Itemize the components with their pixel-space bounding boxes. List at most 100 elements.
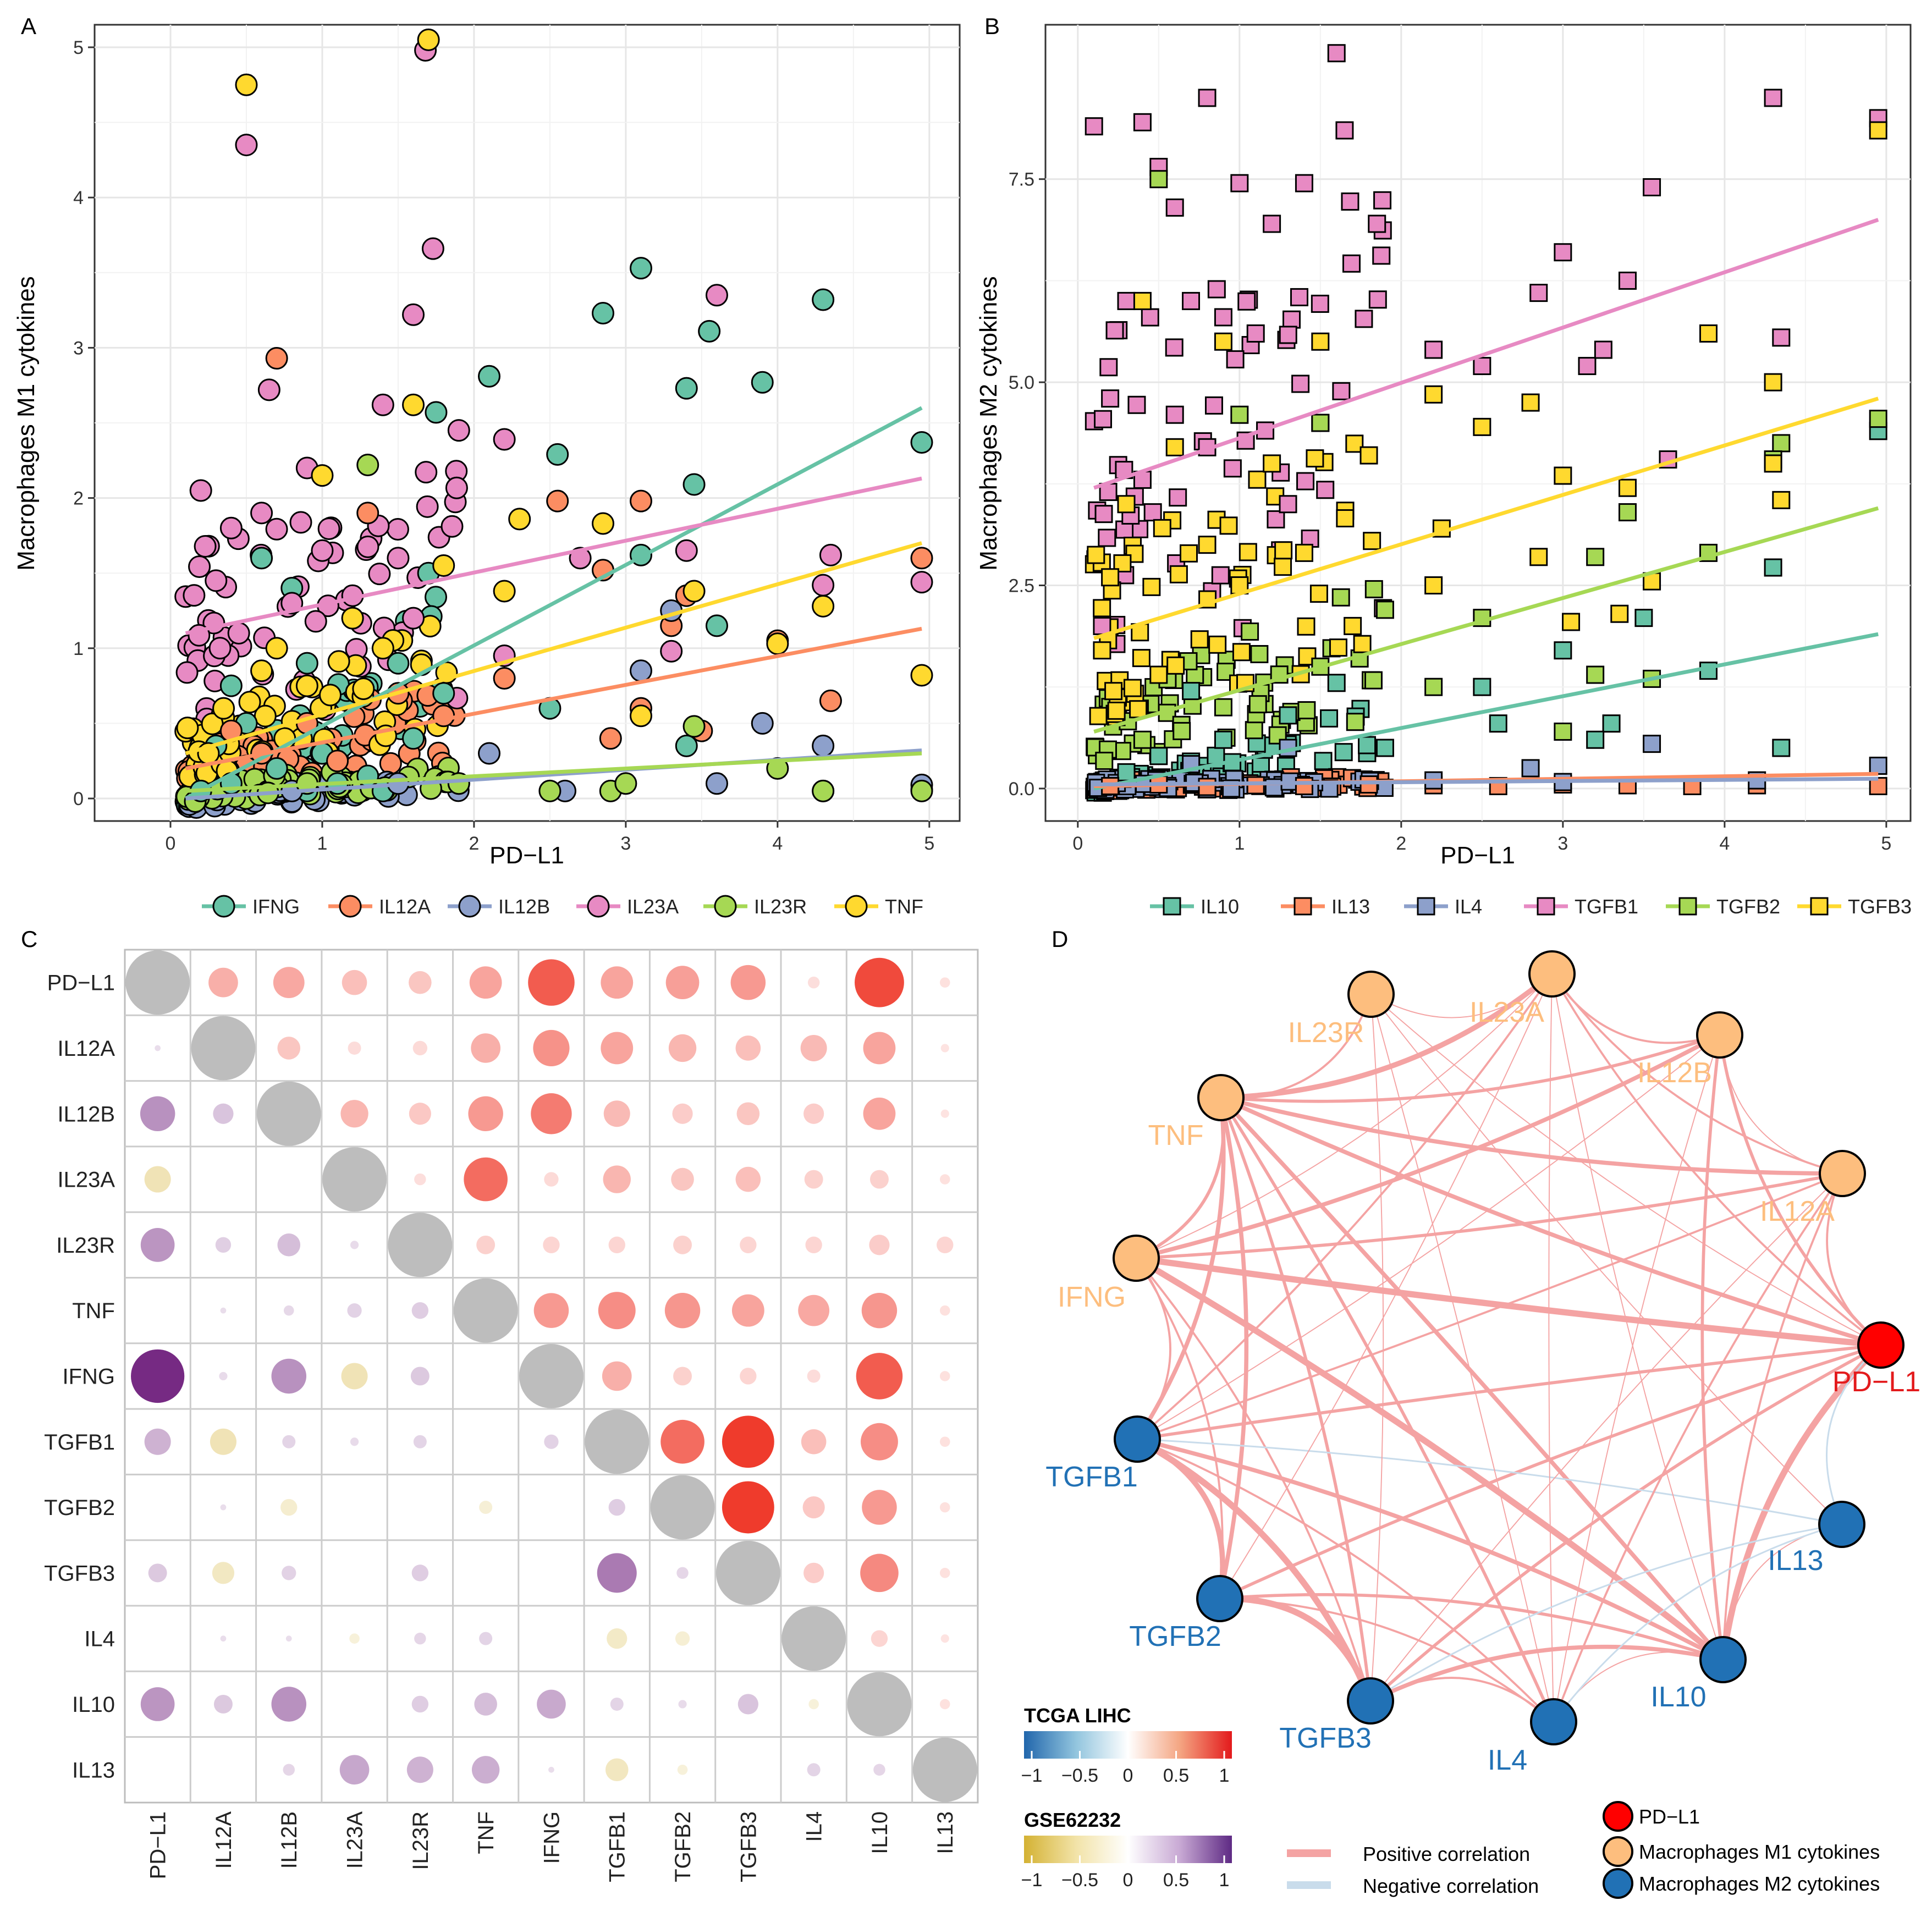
- panel-a-point-il12a: [379, 752, 402, 775]
- panel-b-point-tgfb1: [1165, 338, 1184, 357]
- panel-a-legend-label: TNF: [885, 895, 923, 918]
- matrix-upper-circle: [939, 977, 950, 988]
- network-edge: [1219, 1598, 1555, 1723]
- panel-b-point-tgfb1: [1295, 174, 1313, 192]
- panel-a-ytick-label: 3: [73, 338, 84, 359]
- panel-a-point-ifng: [675, 377, 698, 400]
- matrix-diagonal-circle: [847, 1672, 912, 1737]
- matrix-col-label: PD−L1: [146, 1811, 170, 1879]
- network-node: [1347, 1677, 1394, 1725]
- panel-a-point-il23a: [311, 539, 334, 562]
- network-edge: [1136, 1033, 1721, 1260]
- panel-a-point-tnf: [265, 637, 288, 660]
- panel-a-point-ifng: [219, 674, 243, 697]
- panel-b-point-tgfb1: [1133, 113, 1152, 131]
- panel-a-point-tnf: [212, 697, 235, 720]
- panel-b-point-tgfb1: [1099, 358, 1118, 377]
- network-node: [1197, 1074, 1245, 1121]
- panel-a-legend-key: [714, 895, 737, 918]
- panel-a-point-il23a: [183, 584, 206, 607]
- panel-b-point-tgfb1: [1267, 510, 1285, 528]
- panel-b-point-il13: [1295, 776, 1313, 795]
- colorbar-tick-label: −0.5: [1061, 1765, 1098, 1786]
- network-edge: [1553, 1034, 1720, 1722]
- panel-b-point-tgfb2: [1250, 644, 1269, 663]
- panel-a-point-ifng: [629, 257, 652, 280]
- panel-b-point-tgfb3: [1263, 454, 1281, 473]
- matrix-upper-circle: [731, 1294, 764, 1327]
- matrix-upper-circle: [543, 1236, 560, 1254]
- panel-a-legend-label: IL23A: [627, 895, 679, 918]
- panel-b-point-il10: [1375, 739, 1394, 757]
- matrix-col-label: TGFB2: [671, 1811, 695, 1882]
- matrix-diagonal-circle: [585, 1409, 649, 1474]
- network-node-label: IFNG: [1058, 1281, 1126, 1313]
- panel-b-legend-key: [1293, 897, 1312, 916]
- panel-a-xtick-label: 5: [924, 833, 934, 854]
- panel-a-point-tnf: [250, 659, 273, 682]
- matrix-upper-circle: [871, 1630, 888, 1647]
- matrix-lower-circle: [349, 1633, 360, 1644]
- matrix-upper-circle: [533, 1029, 570, 1067]
- matrix-lower-circle: [140, 1228, 175, 1262]
- panel-b-point-tgfb3: [1344, 616, 1362, 635]
- matrix-upper-circle: [722, 1415, 774, 1468]
- panel-b-point-tgfb3: [1424, 576, 1443, 595]
- panel-b-point-tgfb1: [1101, 389, 1120, 408]
- matrix-lower-circle: [548, 1766, 554, 1773]
- network-edge: [1551, 973, 1843, 1175]
- network-edge: [1370, 1523, 1842, 1702]
- panel-a-point-tnf: [402, 393, 425, 416]
- panel-b-point-tgfb2: [1618, 503, 1637, 522]
- matrix-lower-circle: [678, 1700, 687, 1709]
- panel-b-point-tgfb1: [1473, 357, 1491, 376]
- network-node: [1819, 1150, 1866, 1197]
- panel-b-point-tgfb1: [1223, 459, 1242, 478]
- panel-label-b: B: [984, 13, 1000, 39]
- panel-b-point-tgfb1: [1643, 178, 1661, 197]
- panel-a-point-il23a: [415, 461, 438, 484]
- panel-b-point-tgfb3: [1554, 466, 1572, 485]
- colorbar-tick-label: −1: [1021, 1765, 1043, 1786]
- network-node: [1347, 971, 1395, 1018]
- matrix-upper-circle: [601, 966, 634, 999]
- panel-a-point-il23a: [219, 516, 243, 539]
- panel-a-point-il12b: [751, 712, 774, 735]
- panel-b-point-tgfb1: [1772, 328, 1791, 347]
- matrix-diagonal-circle: [322, 1147, 387, 1212]
- panel-b-point-tgfb1: [1311, 294, 1329, 313]
- panel-a-point-il12a: [356, 502, 379, 525]
- network-edge: [1722, 1173, 1843, 1660]
- panel-a-point-tnf: [910, 664, 933, 687]
- panel-a-point-tnf: [311, 464, 334, 487]
- matrix-upper-circle: [860, 1554, 899, 1593]
- matrix-upper-circle: [805, 1236, 822, 1254]
- panel-a-point-tnf: [254, 704, 277, 728]
- panel-b-point-tgfb1: [1211, 566, 1230, 585]
- panel-a-point-il23a: [421, 237, 444, 260]
- panel-b-point-tgfb1: [1198, 89, 1217, 107]
- panel-b-point-il10: [1554, 641, 1572, 660]
- panel-b-point-tgfb3: [1309, 585, 1328, 603]
- colorbar-tick-label: −0.5: [1061, 1870, 1098, 1891]
- panel-b-point-tgfb1: [1085, 117, 1103, 136]
- panel-b-point-tgfb2: [1554, 722, 1572, 741]
- matrix-lower-circle: [213, 1694, 233, 1714]
- panel-a-point-il23r: [910, 779, 933, 802]
- panel-a-point-ifng: [698, 320, 721, 343]
- panel-b-point-tgfb1: [1368, 214, 1386, 233]
- matrix-lower-circle: [411, 1302, 429, 1319]
- network-edge: [1370, 994, 1881, 1346]
- matrix-upper-circle: [863, 1032, 896, 1065]
- matrix-upper-circle: [664, 1292, 701, 1329]
- panel-a-point-il12a: [432, 704, 455, 728]
- matrix-upper-circle: [939, 1436, 950, 1447]
- panel-b-point-tgfb3: [1764, 373, 1782, 392]
- matrix-upper-circle: [476, 1235, 496, 1254]
- matrix-col-label: IL23A: [343, 1811, 367, 1869]
- colorbar-tick-label: 0: [1123, 1870, 1133, 1891]
- panel-b-point-il4: [1521, 759, 1540, 778]
- panel-b-point-tgfb3: [1359, 446, 1378, 465]
- network-edge: [1137, 1034, 1720, 1440]
- panel-b-point-tgfb2: [1268, 726, 1287, 745]
